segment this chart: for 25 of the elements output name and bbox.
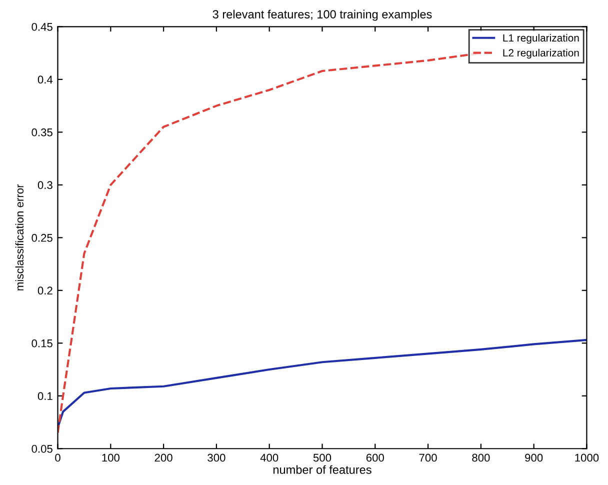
y-tick-label: 0.1 [38, 392, 52, 400]
chart-title: 3 relevant features; 100 training examples [212, 10, 432, 21]
x-tick-label: 700 [419, 454, 437, 462]
legend-label: L2 regularization [503, 48, 579, 59]
y-tick-label: 0.4 [38, 76, 53, 84]
y-tick-label: 0.3 [38, 181, 52, 190]
x-tick-label: 200 [154, 454, 172, 462]
legend-label: L1 regularization [503, 34, 579, 44]
x-tick-label: 1000 [575, 454, 599, 462]
x-axis-title: number of features [273, 465, 372, 474]
x-tick-label: 0 [55, 454, 60, 462]
x-tick-label: 800 [472, 454, 490, 462]
x-tick-label: 400 [260, 454, 278, 462]
x-tick-label: 100 [102, 454, 120, 462]
x-tick-label: 500 [313, 454, 332, 462]
y-tick-label: 0.25 [32, 234, 52, 242]
x-tick-label: 900 [525, 454, 543, 462]
x-tick-label: 600 [366, 454, 384, 462]
y-tick-label: 0.35 [32, 128, 52, 136]
y-tick-label: 0.2 [38, 286, 52, 295]
y-tick-label: 0.15 [32, 339, 52, 348]
x-tick-label: 300 [208, 454, 226, 462]
y-tick-label: 0.45 [32, 22, 52, 31]
y-axis-title: misclassification error [15, 184, 24, 290]
y-tick-label: 0.05 [32, 444, 52, 453]
